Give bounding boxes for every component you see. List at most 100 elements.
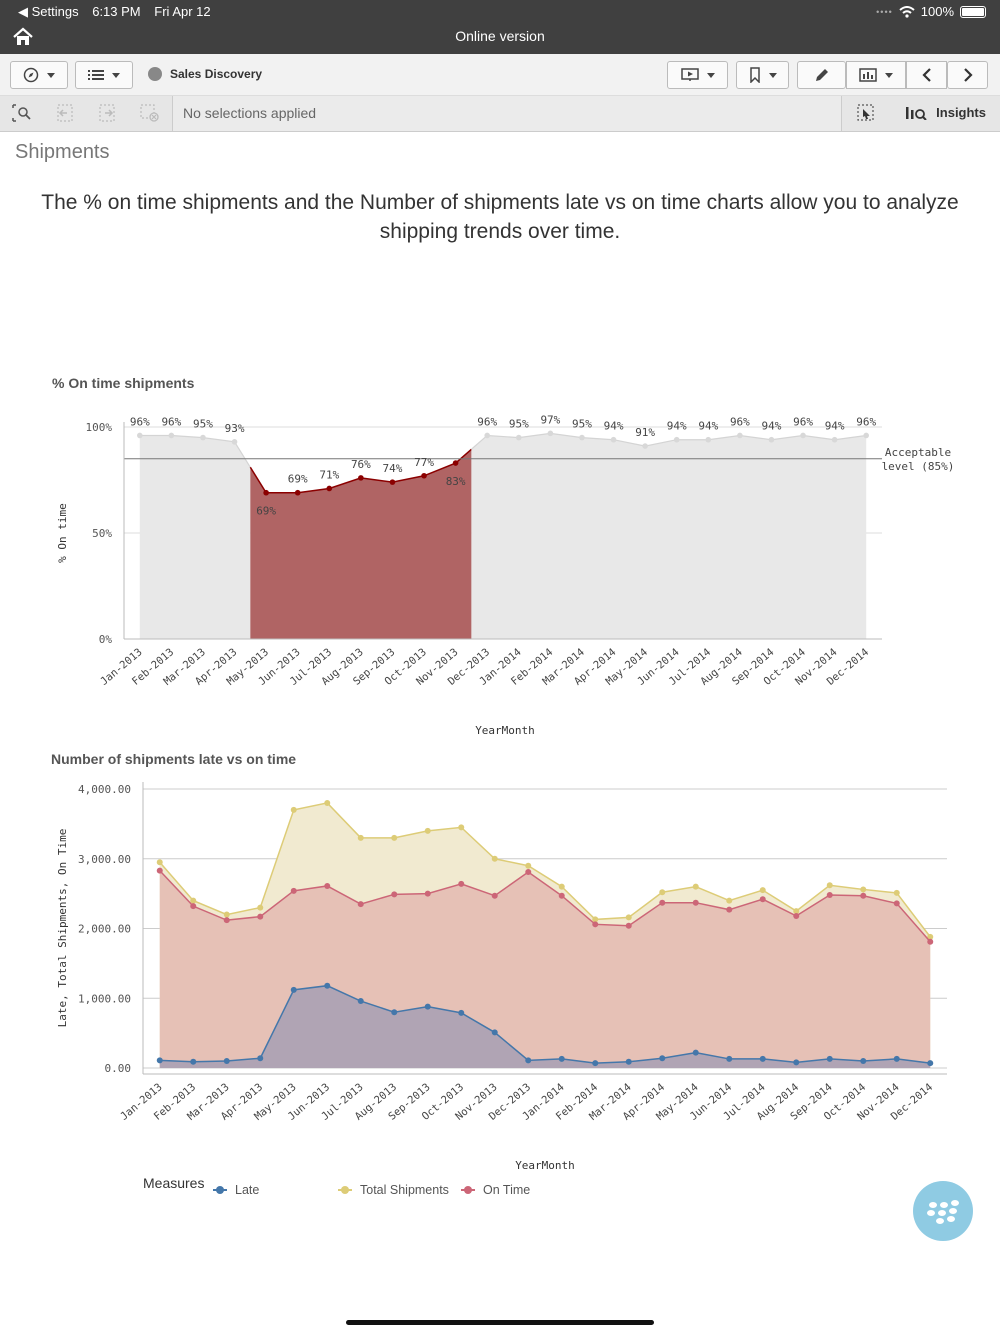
selection-tool-icon[interactable] (856, 104, 876, 122)
compass-icon (23, 67, 39, 83)
data-point (831, 436, 838, 443)
on-time-line (159, 870, 931, 943)
legend-marker-icon (461, 1186, 475, 1194)
data-label: 96% (793, 415, 813, 428)
data-point (863, 432, 870, 439)
legend-item-on-time[interactable]: On Time (461, 1183, 530, 1197)
data-point (515, 434, 522, 441)
present-button[interactable] (667, 61, 728, 89)
y-tick-label: 4,000.00 (78, 783, 131, 796)
data-label: 83% (446, 475, 466, 488)
late-point (324, 982, 331, 989)
total-shipments-point (659, 889, 666, 896)
late-point (357, 998, 364, 1005)
on-time-point (324, 882, 331, 889)
data-label: 96% (856, 415, 876, 428)
step-forward-icon[interactable] (97, 104, 117, 122)
on-time-point (860, 892, 867, 899)
chart2-title: Number of shipments late vs on time (51, 751, 297, 767)
smart-search-icon[interactable] (12, 104, 32, 122)
data-point (326, 485, 333, 492)
late-point (659, 1055, 666, 1062)
data-point (768, 436, 775, 443)
home-indicator[interactable] (346, 1320, 654, 1325)
next-sheet-button[interactable] (947, 61, 988, 89)
total-shipments-point (290, 806, 297, 813)
sheet-options-button[interactable] (846, 61, 906, 89)
status-bar: ◀ Settings 6:13 PM Fri Apr 12 •••• 100% … (0, 0, 1000, 54)
pencil-icon (815, 69, 828, 81)
data-label: 93% (225, 422, 245, 435)
app-name[interactable]: Sales Discovery (148, 67, 262, 81)
step-back-icon[interactable] (55, 104, 75, 122)
on-time-point (893, 900, 900, 907)
legend-label: Late (235, 1183, 260, 1197)
data-label: 97% (540, 413, 560, 426)
window-title: Online version (455, 28, 545, 44)
data-label: 95% (572, 418, 592, 431)
chevron-down-icon (112, 72, 120, 78)
data-point (358, 475, 364, 481)
data-point (547, 430, 554, 437)
sheet-list-button[interactable] (75, 61, 133, 89)
data-point (610, 436, 617, 443)
late-line (159, 984, 931, 1064)
data-point (263, 489, 269, 496)
total-shipments-point (391, 834, 398, 841)
y-axis-title: % On time (56, 503, 69, 563)
data-label: 95% (509, 418, 529, 431)
late-point (156, 1057, 163, 1064)
back-to-settings-link[interactable]: ◀ Settings (18, 4, 79, 19)
data-point (231, 439, 238, 445)
status-left: ◀ Settings 6:13 PM Fri Apr 12 (18, 4, 221, 20)
total-shipments-point (692, 883, 699, 890)
insights-button[interactable]: Insights (906, 105, 986, 120)
data-point (452, 460, 459, 466)
legend-item-total-shipments[interactable]: Total Shipments (338, 1183, 449, 1197)
blackberry-icon (927, 1200, 959, 1224)
edit-button[interactable] (797, 61, 846, 89)
late-vs-on-time-chart[interactable]: 0.001,000.002,000.003,000.004,000.00Jan-… (0, 770, 1000, 1180)
data-point (389, 479, 396, 485)
explore-menu-button[interactable] (10, 61, 68, 89)
above-target-area (471, 433, 867, 639)
late-point (525, 1057, 532, 1064)
total-shipments-point (156, 859, 163, 866)
y-tick-label: 1,000.00 (78, 992, 131, 1005)
selections-status[interactable]: No selections applied (172, 96, 842, 131)
data-point (673, 436, 680, 443)
status-time: 6:13 PM (92, 4, 141, 19)
late-point (826, 1055, 833, 1062)
late-point (491, 1029, 498, 1036)
on-time-point (290, 887, 297, 894)
previous-sheet-button[interactable] (906, 61, 947, 89)
data-label: 96% (161, 415, 181, 428)
blackberry-launcher-button[interactable] (913, 1181, 973, 1241)
legend-item-late[interactable]: Late (213, 1183, 259, 1197)
data-point (421, 472, 427, 479)
home-icon[interactable] (12, 26, 34, 48)
total-shipments-point (525, 862, 532, 869)
late-point (927, 1060, 934, 1067)
data-label: 69% (256, 505, 276, 518)
on-time-point (458, 880, 465, 887)
late-point (759, 1055, 766, 1062)
y-tick-label: 100% (86, 421, 113, 434)
total-shipments-point (491, 855, 498, 862)
selection-bar: No selections applied Insights (0, 96, 1000, 132)
total-shipments-point (190, 897, 197, 904)
on-time-point (190, 903, 197, 910)
data-label: 94% (604, 420, 624, 433)
late-area (159, 985, 931, 1068)
clear-selections-icon[interactable] (139, 104, 159, 122)
bookmark-button[interactable] (736, 61, 789, 89)
total-shipments-point (324, 799, 331, 806)
total-shipments-point (223, 911, 230, 918)
late-point (424, 1003, 431, 1010)
data-label: 74% (383, 462, 403, 475)
data-label: 71% (319, 468, 339, 481)
late-point (860, 1058, 867, 1065)
cellular-dots-icon: •••• (876, 6, 893, 17)
y-tick-label: 50% (92, 527, 112, 540)
